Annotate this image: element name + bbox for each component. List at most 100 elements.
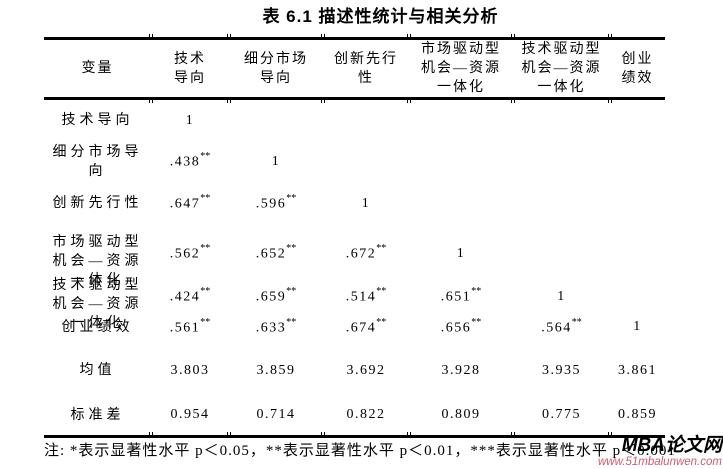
statistic-value: 3.928 [441, 362, 481, 378]
statistic-value: 0.809 [441, 407, 481, 422]
table-footnote: 注: *表示显著性水平 p＜0.05，**表示显著性水平 p＜0.01，***表… [44, 443, 676, 459]
column-boundary-tick [407, 34, 411, 37]
correlation-value: .596 [255, 196, 287, 212]
correlation-cell: .652** [229, 243, 323, 263]
statistic-value: 0.859 [618, 407, 657, 422]
correlation-value: .659 [255, 289, 287, 305]
significance-stars: ** [200, 151, 211, 163]
correlation-cell: .647** [151, 193, 229, 213]
significance-stars: ** [571, 316, 582, 328]
correlation-value: .561 [169, 320, 201, 336]
significance-stars: ** [376, 243, 387, 255]
correlation-cell: .672** [323, 243, 409, 263]
table-row: 均值 3.803 3.859 3.692 3.928 3.935 3.861 [44, 346, 665, 395]
statistic-value: 3.861 [618, 362, 657, 378]
statistic-value: 0.775 [542, 407, 581, 422]
row-label: 细分市场导 向 [52, 144, 143, 179]
column-boundary-tick [149, 432, 153, 435]
significance-stars: ** [200, 286, 211, 298]
correlation-cell: .633** [229, 316, 323, 337]
table-title: 表 6.1 描述性统计与相关分析 [262, 7, 499, 26]
table-top-rule [44, 34, 665, 40]
column-boundary-tick [149, 100, 153, 103]
row-label: 技术导向 [61, 113, 134, 128]
correlation-value: .438 [169, 154, 201, 170]
correlation-cell: .564** [513, 316, 610, 337]
significance-stars: ** [286, 286, 297, 298]
column-header: 市场驱动型 机会—资源 一体化 [421, 42, 501, 95]
column-boundary-tick [608, 432, 612, 435]
table-row: 创业绩效 .561** .633** .674** .656** .564** 1 [44, 308, 665, 346]
column-boundary-tick [608, 34, 612, 37]
correlation-value: .672 [345, 246, 377, 262]
table-body: 技术导向 1 细分市场导 向 .438** 1 创新先行性 .647** .596** 1 市场驱… [44, 100, 665, 435]
correlation-value: 1 [557, 288, 566, 304]
watermark: MBA论文网 www.51mbalunwen.com [598, 435, 722, 468]
correlation-value: .424 [169, 289, 201, 305]
correlation-value: 1 [185, 112, 195, 128]
column-boundary-tick [511, 100, 515, 103]
correlation-cell: .659** [229, 286, 323, 306]
significance-stars: ** [376, 316, 387, 328]
statistic-value: 3.803 [170, 362, 210, 378]
column-boundary-tick [227, 100, 231, 103]
statistic-value: 3.935 [542, 362, 581, 378]
correlation-value: .652 [255, 246, 287, 262]
significance-stars: ** [200, 316, 211, 328]
significance-stars: ** [471, 316, 482, 328]
statistic-cell: 0.822 [323, 407, 409, 423]
column-header: 技术 导向 [174, 51, 206, 86]
table-header-row: 变量 技术 导向 细分市场 导向 创新先行 性市场驱动型 机会—资源 一体化 技术驱动型… [44, 40, 665, 97]
significance-stars: ** [376, 286, 387, 298]
correlation-value: 1 [456, 245, 466, 261]
correlation-table: 变量 技术 导向 细分市场 导向 创新先行 性市场驱动型 机会—资源 一体化 技术驱动型… [44, 34, 665, 438]
statistic-cell: 0.859 [610, 407, 665, 423]
statistic-cell: 3.861 [610, 363, 665, 379]
column-header: 创业 绩效 [621, 51, 654, 86]
table-row: 细分市场导 向 .438** 1 [44, 141, 665, 182]
correlation-cell: 1 [151, 113, 229, 129]
row-label: 标准差 [70, 407, 125, 423]
correlation-cell: .561** [151, 316, 229, 337]
correlation-cell: 1 [409, 246, 513, 262]
table-row: 创新先行性 .647** .596** 1 [44, 182, 665, 225]
correlation-cell: .674** [323, 316, 409, 337]
watermark-logo: MBA论文网 [621, 435, 722, 456]
correlation-value: .656 [440, 320, 472, 336]
watermark-url: www.51mbalunwen.com [597, 456, 722, 468]
column-header: 创新先行 性 [334, 51, 398, 86]
significance-stars: ** [200, 193, 211, 205]
column-boundary-tick [321, 432, 325, 435]
correlation-cell: 1 [513, 289, 610, 305]
statistic-cell: 3.859 [229, 363, 323, 379]
statistic-cell: 0.714 [229, 407, 323, 423]
table-row: 市场驱动型 机会—资源 一体化 .562** .652** .672** 1 [44, 225, 665, 288]
column-boundary-tick [321, 34, 325, 37]
column-header: 技术驱动型 机会—资源 一体化 [521, 42, 602, 95]
correlation-value: 1 [361, 195, 371, 211]
column-boundary-tick [227, 432, 231, 435]
significance-stars: ** [286, 243, 297, 255]
statistic-value: 3.859 [256, 362, 296, 378]
table-row: 技术导向 1 [44, 100, 665, 141]
correlation-value: .674 [345, 320, 377, 336]
correlation-cell: 1 [323, 196, 409, 212]
statistic-cell: 3.692 [323, 363, 409, 379]
correlation-value: 1 [271, 153, 281, 169]
column-boundary-tick [511, 34, 515, 37]
column-header: 变量 [81, 61, 114, 76]
significance-stars: ** [286, 316, 297, 328]
statistic-cell: 3.928 [409, 363, 513, 379]
table-row: 技术驱动型 机会—资源 一体化 .424** .659** .514** .651** 1 [44, 268, 665, 331]
significance-stars: ** [286, 193, 297, 205]
significance-stars: ** [471, 286, 482, 298]
correlation-cell: .424** [151, 286, 229, 306]
significance-stars: ** [200, 243, 211, 255]
statistic-cell: 3.803 [151, 363, 229, 379]
row-label: 创新先行性 [52, 196, 143, 211]
column-boundary-tick [511, 432, 515, 435]
table-row: 标准差 0.954 0.714 0.822 0.809 0.775 0.859 [44, 395, 665, 435]
correlation-value: 1 [633, 319, 642, 334]
statistic-value: 0.714 [256, 407, 296, 422]
